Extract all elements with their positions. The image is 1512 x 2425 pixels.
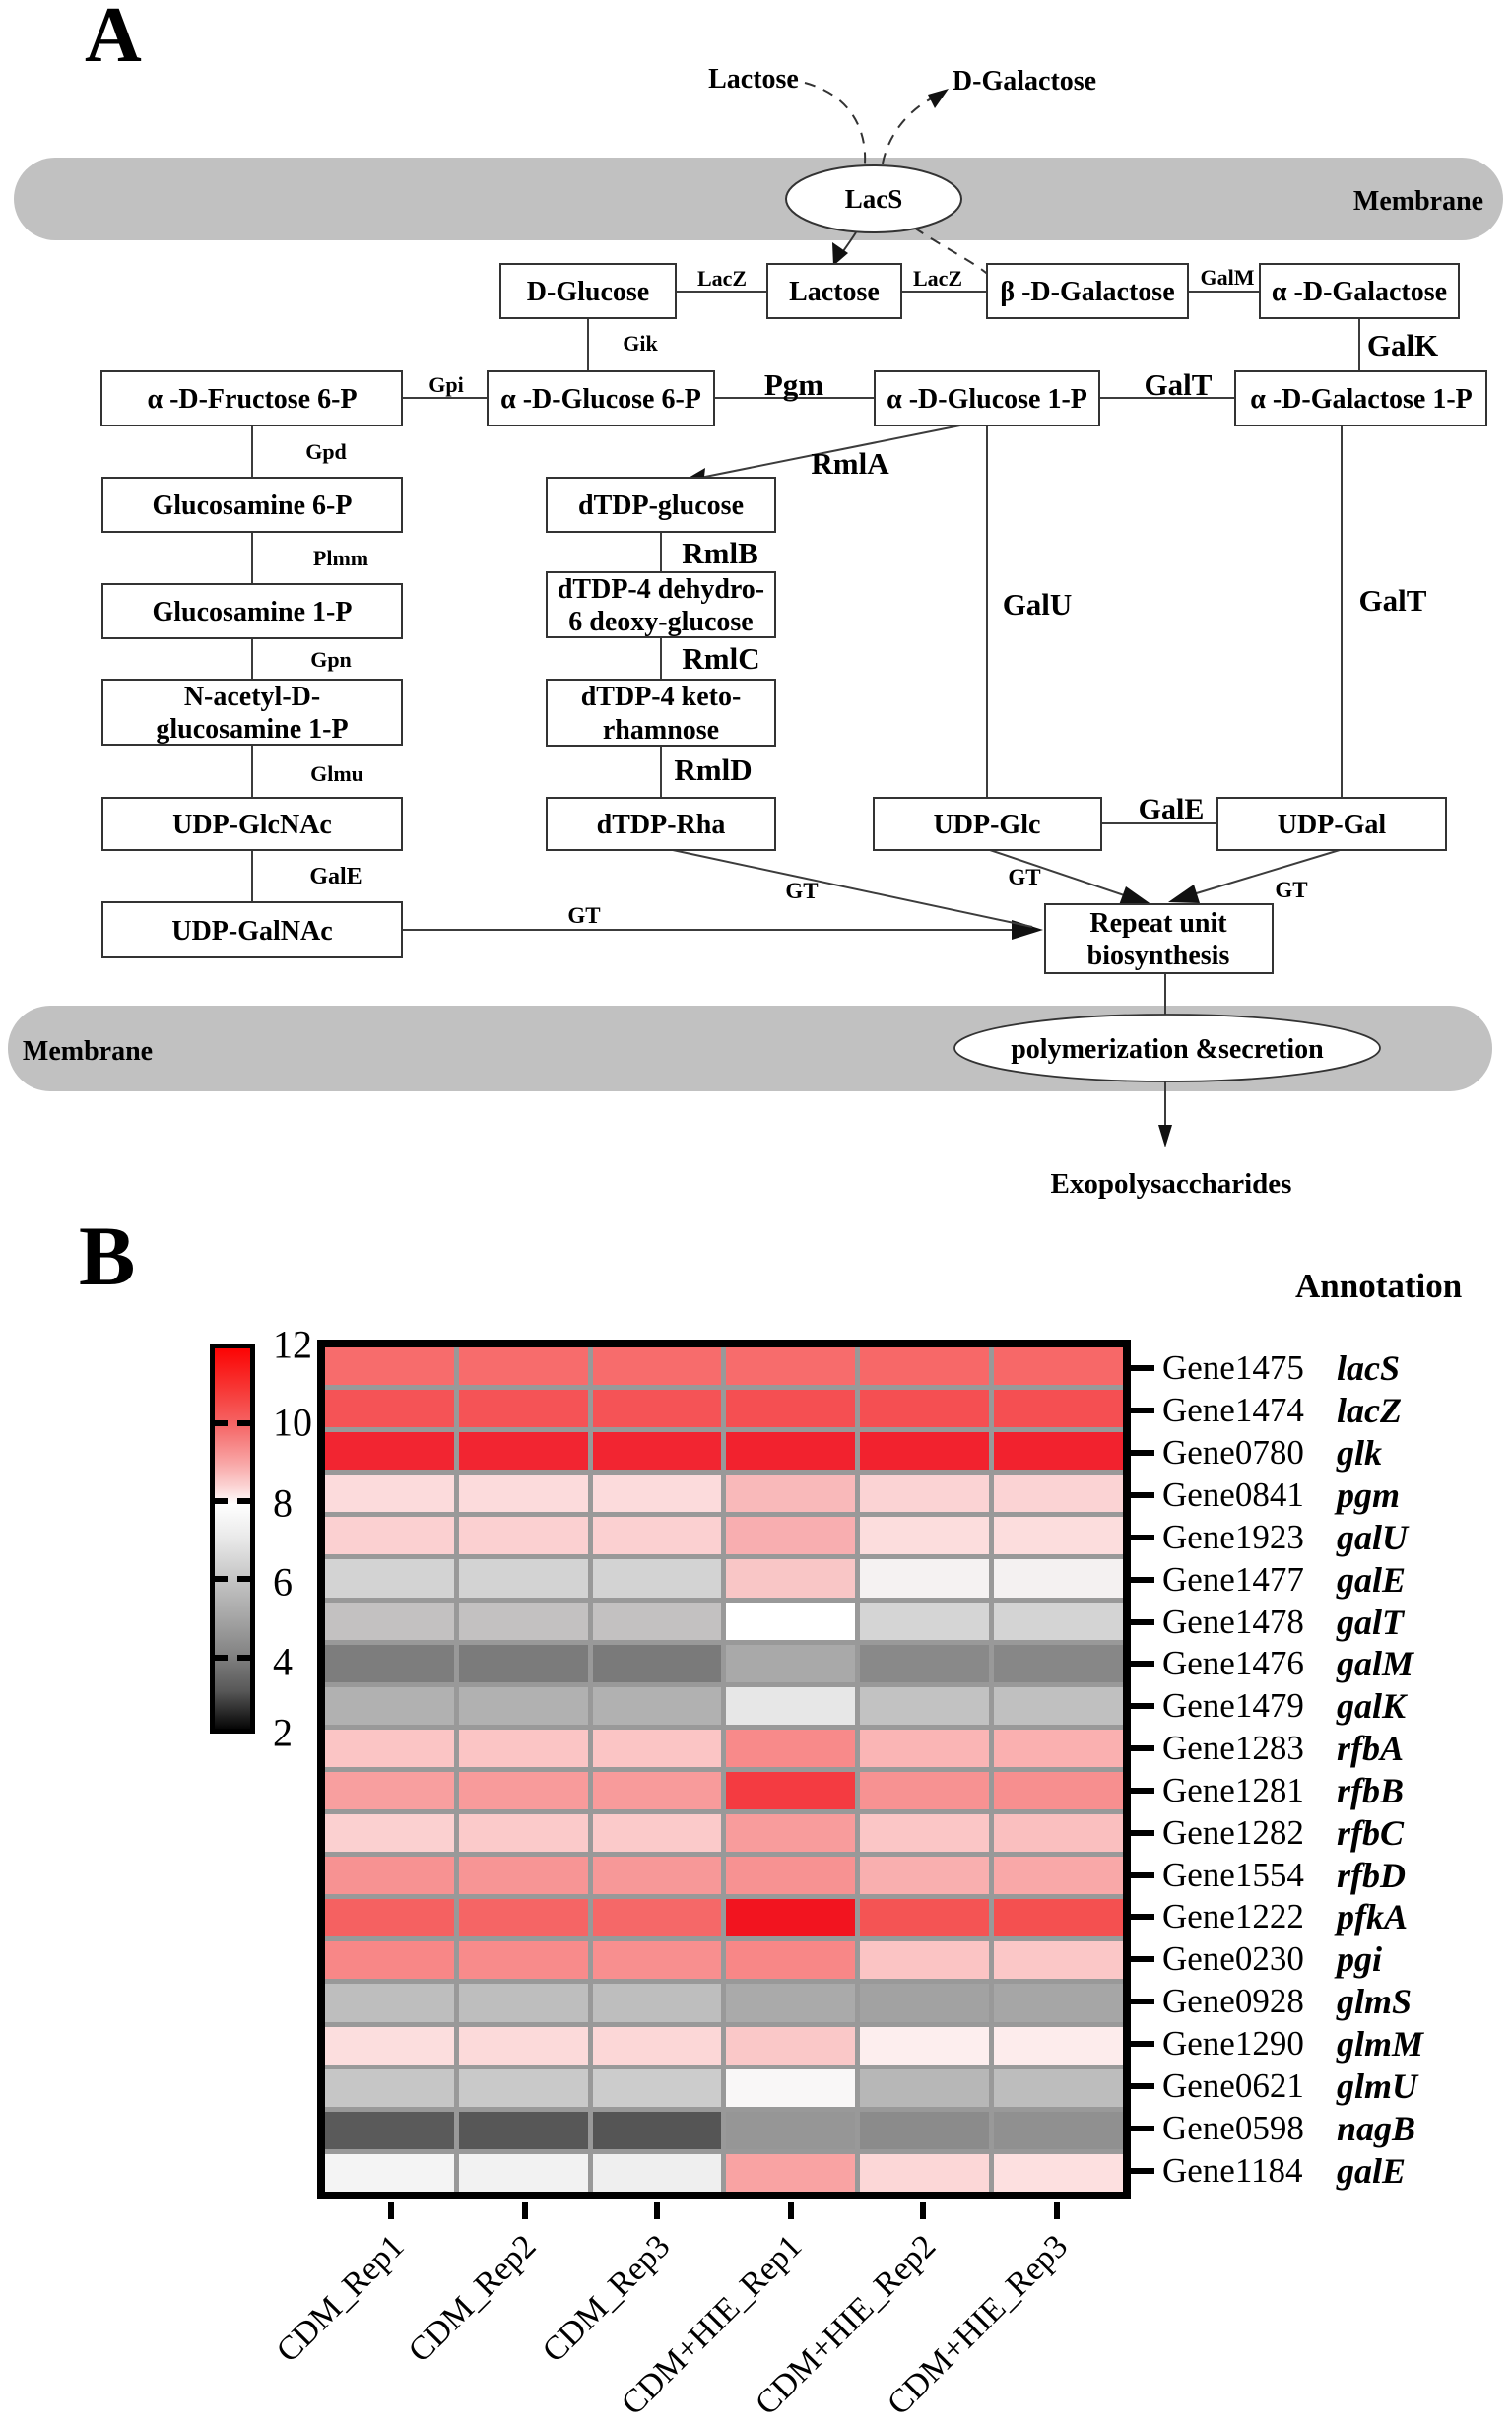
svg-text:Repeat unit: Repeat unit — [1089, 908, 1227, 939]
svg-text:α -D-Glucose 1-P: α -D-Glucose 1-P — [887, 384, 1087, 415]
svg-text:UDP-Glc: UDP-Glc — [934, 810, 1041, 840]
svg-text:dTDP-glucose: dTDP-glucose — [578, 491, 744, 521]
svg-text:RmlA: RmlA — [811, 446, 889, 481]
svg-text:GT: GT — [567, 903, 600, 928]
svg-text:Gpn: Gpn — [310, 647, 352, 672]
svg-text:UDP-Gal: UDP-Gal — [1278, 810, 1387, 840]
svg-text:rhamnose: rhamnose — [603, 715, 719, 746]
svg-text:GalM: GalM — [1201, 265, 1255, 290]
svg-text:Membrane: Membrane — [23, 1036, 153, 1067]
svg-text:α -D-Fructose 6-P: α -D-Fructose 6-P — [147, 384, 357, 415]
svg-text:RmlD: RmlD — [674, 753, 752, 787]
svg-text:GalT: GalT — [1359, 583, 1427, 618]
svg-text:dTDP-4 keto-: dTDP-4 keto- — [581, 682, 742, 712]
svg-text:α -D-Glucose 6-P: α -D-Glucose 6-P — [500, 384, 701, 415]
svg-text:RmlC: RmlC — [682, 641, 759, 676]
svg-text:glucosamine 1-P: glucosamine 1-P — [156, 714, 348, 745]
svg-text:GalE: GalE — [1139, 793, 1205, 825]
svg-text:Gik: Gik — [623, 331, 658, 356]
svg-text:UDP-GalNAc: UDP-GalNAc — [171, 916, 332, 947]
svg-text:RmlB: RmlB — [682, 536, 758, 570]
svg-text:Plmm: Plmm — [313, 546, 368, 570]
svg-text:GalT: GalT — [1145, 367, 1213, 402]
svg-text:GT: GT — [1275, 878, 1307, 902]
svg-text:LacZ: LacZ — [697, 266, 747, 291]
svg-text:N-acetyl-D-: N-acetyl-D- — [184, 682, 320, 712]
svg-text:Gpd: Gpd — [305, 439, 347, 464]
svg-text:Exopolysaccharides: Exopolysaccharides — [1051, 1168, 1292, 1200]
svg-text:Glucosamine 1-P: Glucosamine 1-P — [153, 597, 353, 627]
svg-text:Lactose: Lactose — [789, 277, 880, 307]
svg-text:dTDP-Rha: dTDP-Rha — [597, 810, 726, 840]
svg-text:Glmu: Glmu — [310, 761, 363, 786]
svg-text:Lactose: Lactose — [708, 64, 799, 95]
svg-text:GT: GT — [785, 879, 818, 903]
svg-text:Membrane: Membrane — [1353, 186, 1483, 217]
svg-text:GT: GT — [1008, 865, 1040, 889]
svg-text:β -D-Galactose: β -D-Galactose — [1000, 277, 1174, 307]
svg-text:GalE: GalE — [309, 864, 362, 889]
svg-text:α -D-Galactose: α -D-Galactose — [1272, 277, 1447, 307]
svg-text:D-Glucose: D-Glucose — [527, 277, 649, 307]
svg-text:α -D-Galactose 1-P: α -D-Galactose 1-P — [1250, 384, 1473, 415]
svg-text:A: A — [85, 0, 142, 79]
svg-text:polymerization &secretion: polymerization &secretion — [1011, 1034, 1324, 1065]
svg-text:Pgm: Pgm — [764, 367, 823, 402]
svg-text:LacZ: LacZ — [913, 266, 962, 291]
svg-text:biosynthesis: biosynthesis — [1087, 941, 1230, 971]
svg-text:UDP-GlcNAc: UDP-GlcNAc — [172, 810, 332, 840]
svg-text:dTDP-4 dehydro-: dTDP-4 dehydro- — [558, 574, 764, 605]
svg-text:Glucosamine 6-P: Glucosamine 6-P — [153, 491, 353, 521]
svg-text:GalU: GalU — [1003, 587, 1073, 622]
svg-text:GalK: GalK — [1367, 328, 1438, 362]
svg-text:LacS: LacS — [845, 184, 903, 214]
svg-text:D-Galactose: D-Galactose — [953, 66, 1096, 97]
svg-text:Gpi: Gpi — [428, 372, 463, 397]
svg-text:6 deoxy-glucose: 6 deoxy-glucose — [568, 607, 753, 637]
